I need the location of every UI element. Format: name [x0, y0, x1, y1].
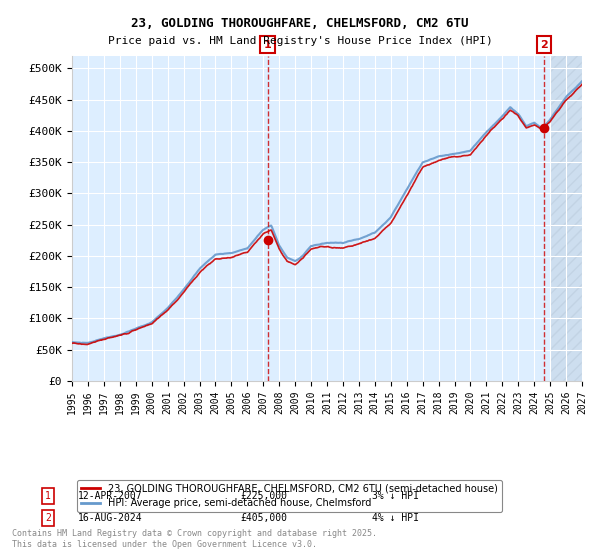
- Text: Price paid vs. HM Land Registry's House Price Index (HPI): Price paid vs. HM Land Registry's House …: [107, 36, 493, 46]
- Legend: 23, GOLDING THOROUGHFARE, CHELMSFORD, CM2 6TU (semi-detached house), HPI: Averag: 23, GOLDING THOROUGHFARE, CHELMSFORD, CM…: [77, 480, 502, 512]
- Text: £405,000: £405,000: [240, 513, 287, 523]
- Text: £225,000: £225,000: [240, 491, 287, 501]
- Text: 4% ↓ HPI: 4% ↓ HPI: [372, 513, 419, 523]
- Bar: [550, 56, 582, 381]
- Text: 1: 1: [264, 40, 272, 49]
- Text: Contains HM Land Registry data © Crown copyright and database right 2025.
This d: Contains HM Land Registry data © Crown c…: [12, 529, 377, 549]
- Text: 2: 2: [540, 40, 548, 49]
- Bar: [550, 56, 582, 381]
- Text: 1: 1: [45, 491, 51, 501]
- Text: 16-AUG-2024: 16-AUG-2024: [78, 513, 143, 523]
- Text: 3% ↓ HPI: 3% ↓ HPI: [372, 491, 419, 501]
- Text: 2: 2: [45, 513, 51, 523]
- Text: 23, GOLDING THOROUGHFARE, CHELMSFORD, CM2 6TU: 23, GOLDING THOROUGHFARE, CHELMSFORD, CM…: [131, 17, 469, 30]
- Text: 12-APR-2007: 12-APR-2007: [78, 491, 143, 501]
